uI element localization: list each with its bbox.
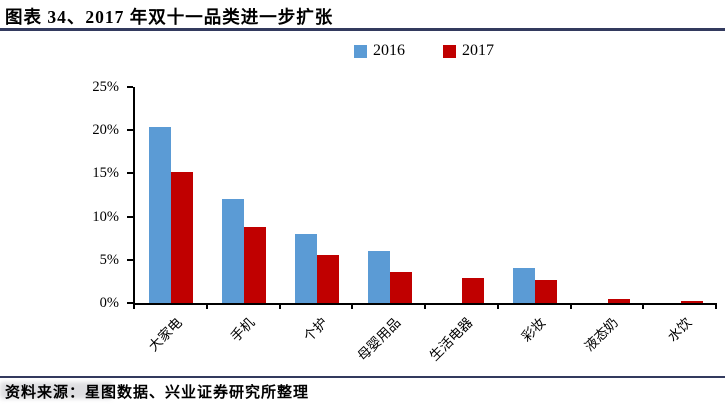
x-label-水饮: 水饮: [664, 314, 695, 345]
y-tick-label: 20%: [92, 122, 119, 139]
bar-2016-母婴用品: [367, 251, 390, 303]
x-tick: [496, 303, 499, 309]
y-tick: [127, 129, 133, 132]
y-tick-label: 25%: [92, 79, 119, 95]
title-divider: [0, 28, 725, 31]
y-tick: [127, 172, 133, 175]
category-slot-液态奶: [572, 87, 645, 303]
category-slot-母婴用品: [353, 87, 426, 303]
legend-item-2017: 2017: [443, 42, 494, 60]
x-tick: [351, 303, 354, 309]
bar-2017-液态奶: [607, 298, 630, 303]
chart-legend: 2016 2017: [133, 42, 715, 60]
x-label-生活电器: 生活电器: [427, 314, 476, 364]
legend-swatch-2017: [443, 44, 456, 58]
footer-divider: [0, 376, 725, 378]
plot-area: [127, 86, 717, 309]
x-label-个护: 个护: [300, 314, 331, 345]
x-axis-labels: 大家电 手机 个护 母婴用品 生活电器 彩妆 液态奶 水饮: [133, 306, 715, 378]
category-slot-个护: [281, 87, 354, 303]
bar-2016-彩妆: [513, 268, 536, 303]
bar-2017-个护: [316, 254, 339, 303]
category-slot-水饮: [644, 87, 717, 303]
y-axis-labels: 0% 5% 10% 15% 20% 25%: [0, 79, 125, 311]
category-slot-彩妆: [499, 87, 572, 303]
x-label-大家电: 大家电: [145, 314, 185, 355]
x-tick: [569, 303, 572, 309]
x-tick: [715, 303, 717, 309]
source-note: 资料来源：星图数据、兴业证券研究所整理: [5, 385, 310, 401]
y-tick: [127, 302, 133, 304]
x-tick: [205, 303, 208, 309]
category-slot-大家电: [135, 87, 208, 303]
bar-2016-手机: [222, 199, 245, 303]
x-label-彩妆: 彩妆: [518, 314, 549, 345]
y-tick: [127, 86, 133, 88]
legend-item-2016: 2016: [354, 42, 405, 60]
x-label-液态奶: 液态奶: [582, 314, 622, 355]
x-tick: [642, 303, 645, 309]
x-tick: [278, 303, 281, 309]
bar-2017-手机: [244, 226, 267, 303]
y-tick: [127, 258, 133, 261]
bar-2017-彩妆: [535, 279, 558, 303]
x-label-手机: 手机: [227, 314, 258, 345]
x-tick: [424, 303, 426, 309]
legend-label-2016: 2016: [373, 42, 405, 59]
y-tick-label: 15%: [92, 165, 119, 182]
bar-2017-母婴用品: [389, 271, 412, 303]
legend-label-2017: 2017: [462, 42, 494, 59]
x-tick: [133, 303, 135, 309]
x-label-母婴用品: 母婴用品: [354, 314, 404, 364]
y-tick: [127, 215, 133, 218]
bar-2017-生活电器: [462, 277, 485, 303]
bar-2016-个护: [294, 233, 317, 303]
legend-swatch-2016: [354, 44, 367, 58]
y-tick-label: 10%: [92, 208, 119, 225]
bar-2017-大家电: [171, 171, 194, 303]
y-tick-label: 0%: [99, 295, 119, 311]
y-tick-label: 5%: [99, 251, 119, 268]
category-slot-生活电器: [426, 87, 499, 303]
bar-2017-水饮: [680, 301, 703, 303]
category-slot-手机: [208, 87, 281, 303]
bar-2016-大家电: [149, 126, 172, 303]
figure-title: 图表 34、2017 年双十一品类进一步扩张: [5, 7, 334, 27]
